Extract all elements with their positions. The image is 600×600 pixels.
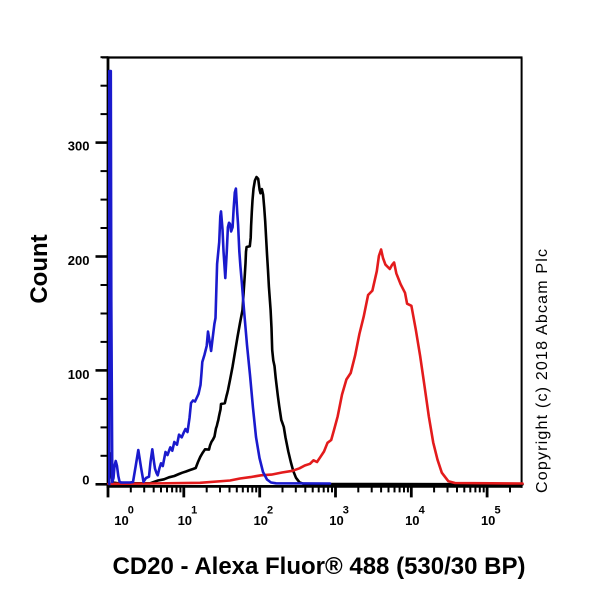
svg-text:Count: Count — [26, 234, 53, 303]
svg-text:2: 2 — [267, 505, 273, 517]
svg-text:10: 10 — [253, 513, 267, 528]
svg-text:CD20 - Alexa Fluor® 488 (530/3: CD20 - Alexa Fluor® 488 (530/30 BP) — [113, 553, 526, 580]
svg-text:10: 10 — [329, 513, 343, 528]
svg-text:5: 5 — [495, 505, 501, 517]
svg-text:0: 0 — [82, 472, 89, 487]
svg-text:3: 3 — [343, 505, 349, 517]
svg-text:10: 10 — [481, 513, 495, 528]
svg-text:10: 10 — [405, 513, 419, 528]
svg-text:10: 10 — [114, 513, 128, 528]
svg-text:4: 4 — [419, 505, 426, 517]
svg-text:300: 300 — [68, 139, 90, 154]
svg-text:200: 200 — [68, 253, 90, 268]
svg-text:10: 10 — [178, 513, 192, 528]
svg-text:1: 1 — [191, 505, 197, 517]
svg-text:0: 0 — [128, 505, 134, 517]
svg-text:100: 100 — [68, 367, 90, 382]
svg-text:Copyright (c) 2018 Abcam Plc: Copyright (c) 2018 Abcam Plc — [534, 248, 551, 493]
